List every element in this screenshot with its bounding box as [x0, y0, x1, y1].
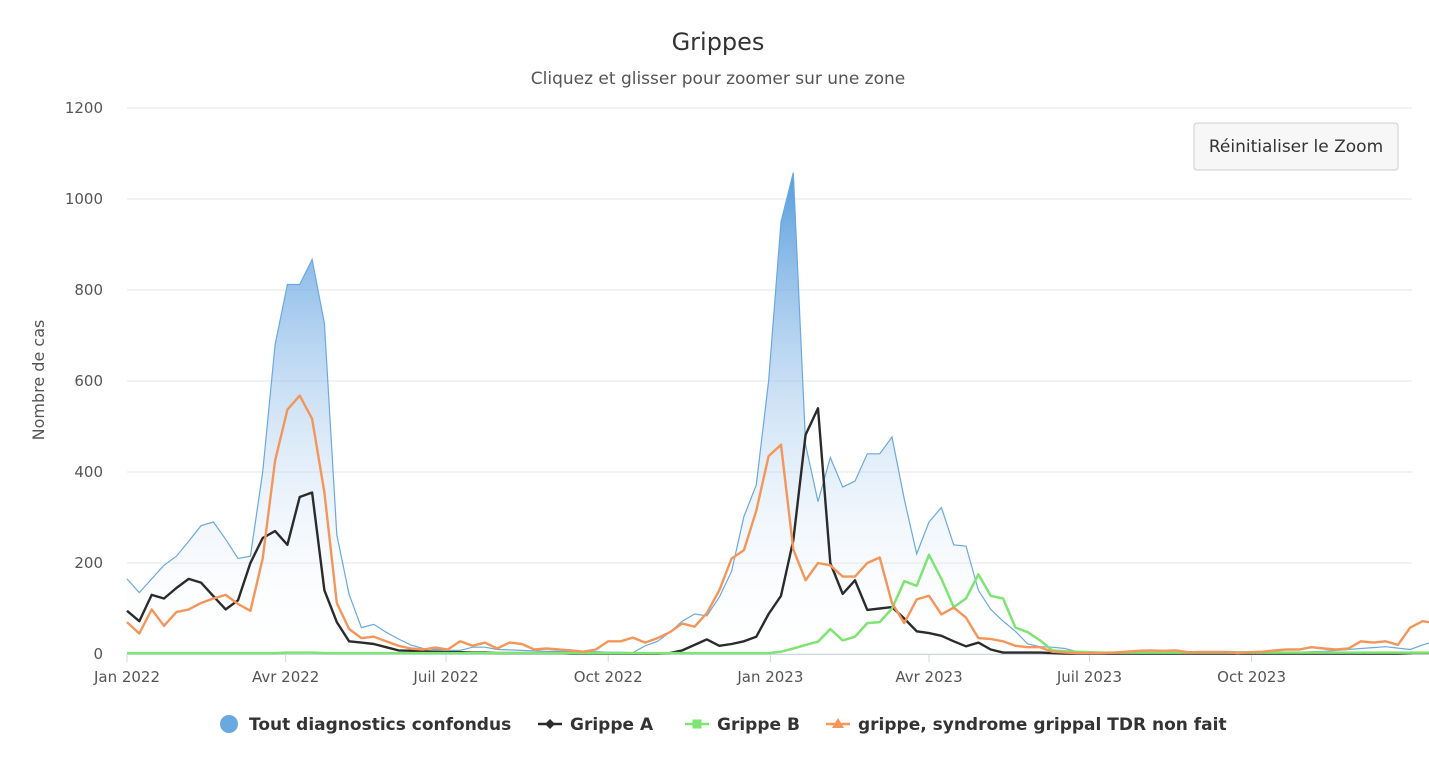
x-axis: Jan 2022 Avr 2022 Juil 2022 Oct 2022 Jan 202…: [93, 654, 1412, 686]
series-2[interactable]: [127, 553, 1429, 655]
plot-area[interactable]: [126, 172, 1429, 655]
y-axis-label: Nombre de cas: [29, 320, 48, 441]
legend-item-1[interactable]: Grippe A: [538, 715, 654, 735]
y-tick-label: 400: [74, 463, 103, 481]
y-tick-label: 1000: [65, 190, 103, 208]
series-2-line: [127, 553, 1429, 655]
x-tick-label: Jan 2023: [736, 668, 803, 686]
legend-marker-square-icon: [692, 719, 702, 729]
chart-title: Grippes: [672, 28, 765, 56]
series-0-area-fill: [127, 172, 1429, 654]
legend: Tout diagnostics confondus Grippe A Grippe…: [220, 715, 1227, 735]
y-tick-label: 1200: [65, 99, 103, 117]
legend-marker-diamond-icon: [545, 719, 555, 729]
x-tick-label: Jan 2022: [93, 668, 160, 686]
chart-subtitle: Cliquez et glisser pour zoomer sur une z…: [531, 69, 906, 89]
reset-zoom-button-label: Réinitialiser le Zoom: [1209, 137, 1383, 157]
x-tick-label: Oct 2022: [574, 668, 643, 686]
y-tick-label: 0: [93, 645, 103, 663]
series-3[interactable]: [126, 394, 1429, 655]
x-tick-label: Avr 2022: [252, 668, 319, 686]
x-tick-label: Oct 2023: [1217, 668, 1286, 686]
x-tick-label: Avr 2023: [895, 668, 962, 686]
y-tick-label: 200: [74, 554, 103, 572]
reset-zoom-button[interactable]: Réinitialiser le Zoom: [1193, 122, 1399, 171]
legend-item-3[interactable]: grippe, syndrome grippal TDR non fait: [826, 715, 1227, 735]
y-axis: 0 200 400 600 800 1000 1200: [65, 99, 103, 663]
x-tick-label: Juil 2023: [1056, 668, 1122, 686]
x-tick-label: Juil 2022: [412, 668, 478, 686]
legend-item-2[interactable]: Grippe B: [685, 715, 800, 735]
reset-zoom-button-bg[interactable]: [1193, 122, 1399, 171]
y-tick-label: 600: [74, 372, 103, 390]
legend-label: Grippe A: [570, 715, 654, 735]
legend-label: grippe, syndrome grippal TDR non fait: [858, 715, 1227, 735]
y-tick-label: 800: [74, 281, 103, 299]
legend-item-0[interactable]: Tout diagnostics confondus: [220, 715, 511, 735]
legend-label: Grippe B: [717, 715, 800, 735]
legend-label: Tout diagnostics confondus: [249, 715, 511, 735]
series-3-line: [126, 394, 1429, 655]
legend-marker-triangle-icon: [832, 718, 844, 728]
legend-marker-circle-icon: [220, 715, 238, 733]
